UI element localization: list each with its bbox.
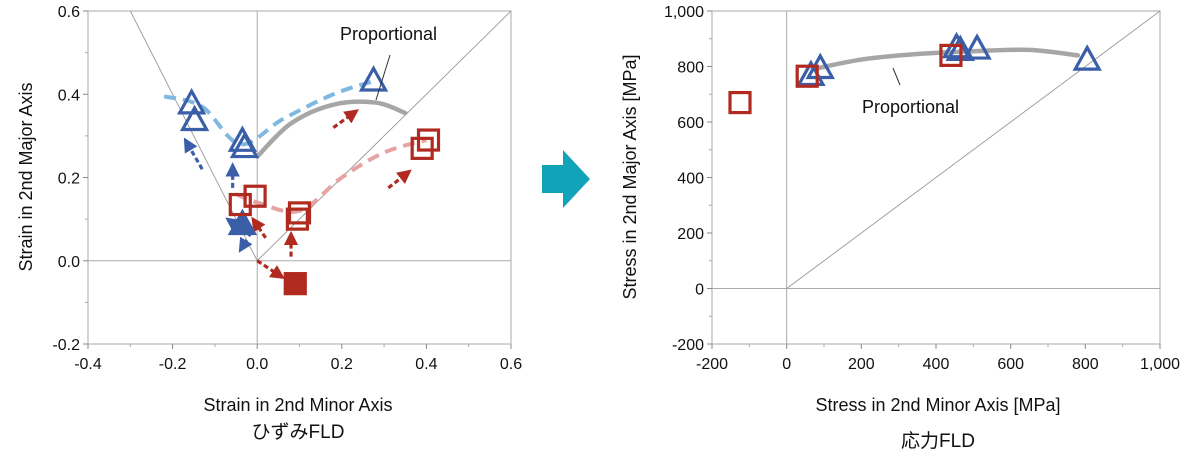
- square-open-point: [228, 192, 252, 217]
- red-arrow: [387, 169, 412, 190]
- right-arrow-icon: [542, 150, 590, 208]
- blue-arrow: [183, 137, 204, 170]
- x-tick-label: -200: [696, 356, 728, 373]
- x-axis-label: Strain in 2nd Minor Axis: [203, 395, 392, 415]
- y-tick-label: 0.0: [58, 254, 80, 271]
- x-tick-label: 0.2: [331, 356, 353, 373]
- square-open-point: [416, 128, 441, 152]
- triangle-filled-point: [227, 208, 258, 236]
- y-tick-label: 0.4: [58, 87, 80, 104]
- y-tick-label: 800: [677, 60, 704, 77]
- square-filled-point: [283, 272, 307, 296]
- x-tick-label: 800: [1072, 356, 1099, 373]
- blue-dashed-path: [163, 79, 373, 147]
- proportional-annotation: Proportional: [340, 24, 437, 44]
- red-dashed-path: [235, 138, 427, 214]
- x-axis-label: Stress in 2nd Minor Axis [MPa]: [815, 395, 1060, 415]
- y-axis-label: Strain in 2nd Major Axis: [16, 82, 36, 271]
- proportional-leader-line: [375, 54, 391, 101]
- stress-fld-chart: -200 0 200 400 600 800 1,000 -200 0 200 400 600 800 1…: [620, 4, 1180, 452]
- x-tick-label: 1,000: [1140, 356, 1180, 373]
- x-tick-label: -0.4: [74, 356, 102, 373]
- y-tick-label: 1,000: [664, 4, 704, 21]
- chart-caption: 応力FLD: [901, 430, 975, 451]
- y-tick-label: 200: [677, 226, 704, 243]
- x-tick-label: -0.2: [159, 356, 187, 373]
- x-tick-label: 400: [923, 356, 950, 373]
- y-tick-label: 0.6: [58, 4, 80, 21]
- y-tick-label: 0.2: [58, 171, 80, 188]
- square-open-point: [939, 43, 963, 68]
- reference-line: [129, 11, 511, 262]
- red-arrow: [256, 259, 285, 279]
- square-open-point: [285, 207, 309, 231]
- proportional-annotation: Proportional: [862, 97, 959, 117]
- x-tick-label: 0: [782, 356, 791, 373]
- blue-arrow: [238, 236, 253, 253]
- triangle-open-point: [358, 65, 389, 92]
- square-open-point: [410, 136, 434, 160]
- square-open-point: [795, 64, 819, 88]
- square-open-point: [728, 90, 752, 115]
- triangle-open-point: [229, 131, 260, 159]
- red-arrow: [332, 109, 359, 129]
- y-tick-label: 600: [677, 115, 704, 132]
- strain-fld-chart: -0.4 -0.2 0.0 0.2 0.4 0.6 -0.2 0.0 0.2 0.4 0.6 Pro…: [16, 4, 522, 443]
- y-axis-label: Stress in 2nd Major Axis [MPa]: [620, 54, 640, 299]
- proportional-path: [254, 99, 408, 159]
- y-tick-label: -0.2: [52, 337, 80, 354]
- triangle-open-point: [179, 104, 210, 132]
- square-open-point: [287, 201, 312, 225]
- x-tick-label: 0.4: [415, 356, 437, 373]
- x-tick-label: 200: [848, 356, 875, 373]
- square-open-point: [243, 184, 267, 208]
- y-tick-label: 0: [695, 282, 704, 299]
- x-tick-label: 600: [997, 356, 1024, 373]
- x-tick-label: 0.0: [246, 356, 268, 373]
- proportional-leader-line: [892, 67, 901, 86]
- y-tick-label: -200: [672, 337, 704, 354]
- triangle-open-point: [962, 33, 992, 60]
- chart-caption: ひずみFLD: [252, 421, 345, 443]
- x-tick-label: 0.6: [500, 356, 522, 373]
- reference-line: [786, 11, 1160, 289]
- red-arrow: [251, 216, 267, 239]
- y-tick-label: 400: [677, 171, 704, 188]
- triangle-open-point: [1072, 44, 1102, 71]
